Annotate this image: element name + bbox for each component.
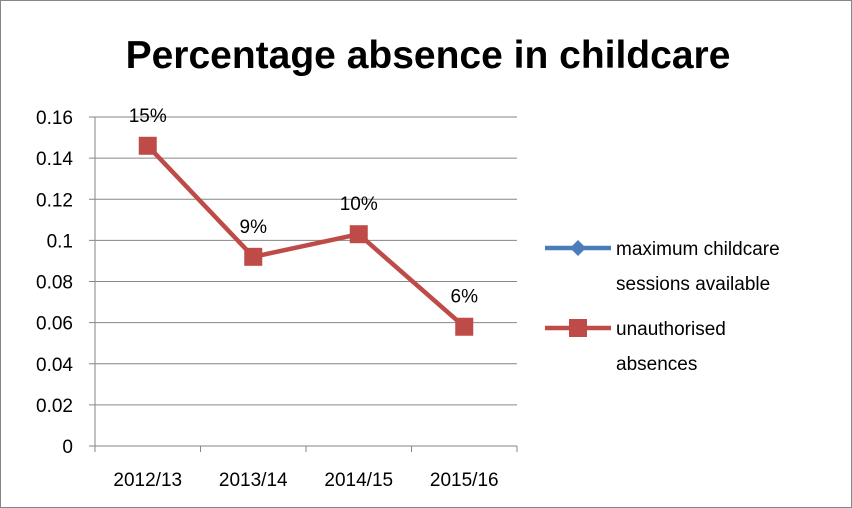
y-tick-label: 0.06	[36, 314, 73, 335]
y-tick-label: 0	[62, 437, 73, 458]
y-tick-label: 0.16	[36, 108, 73, 129]
y-tick-label: 0.12	[36, 190, 73, 211]
data-point-marker	[455, 317, 474, 336]
y-tick-label: 0.14	[36, 149, 73, 170]
data-point-marker	[138, 136, 157, 155]
x-tick-label: 2012/13	[113, 470, 182, 491]
data-label: 10%	[340, 194, 378, 215]
data-point-marker	[349, 225, 368, 244]
legend-label: maximum childcare	[616, 239, 780, 260]
data-label: 6%	[451, 287, 479, 308]
y-tick-label: 0.1	[47, 231, 73, 252]
tick-labels: 0 0.02 0.04 0.06 0.08 0.1 0.12 0.14 0.16 2012/13 2…	[36, 108, 499, 491]
x-tick-label: 2013/14	[219, 470, 288, 491]
legend: maximum childcare sessions available unaut…	[545, 239, 780, 375]
axes	[89, 116, 518, 452]
legend-diamond-marker	[570, 240, 586, 256]
y-tick-label: 0.04	[36, 355, 73, 376]
data-point-marker	[244, 247, 263, 266]
y-tick-label: 0.02	[36, 396, 73, 417]
data-label: 15%	[129, 106, 167, 127]
x-tick-label: 2014/15	[324, 470, 393, 491]
gridlines	[95, 116, 517, 406]
x-tick-label: 2015/16	[430, 470, 499, 491]
legend-label: unauthorised	[616, 319, 726, 340]
data-labels: 15% 9% 10% 6%	[129, 106, 478, 308]
y-tick-label: 0.08	[36, 273, 73, 294]
legend-square-marker	[569, 319, 587, 337]
legend-label: absences	[616, 354, 697, 375]
legend-label: sessions available	[616, 274, 770, 295]
chart-title: Percentage absence in childcare	[126, 34, 731, 77]
data-label: 9%	[240, 217, 268, 238]
series-line	[146, 144, 466, 329]
series-group	[138, 136, 474, 336]
